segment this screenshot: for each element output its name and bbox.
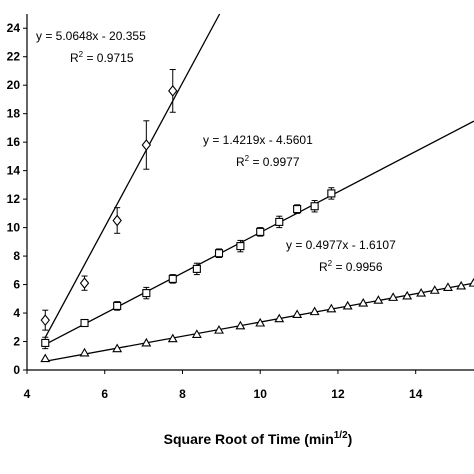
y-tick-label: 6 (13, 278, 20, 292)
data-point-square (113, 301, 122, 310)
x-axis-label: Square Root of Time (min1/2) (164, 430, 353, 447)
data-markers (40, 69, 474, 363)
data-point-triangle (468, 278, 474, 287)
r2-diamond: R2 = 0.9715 (70, 50, 134, 65)
data-point-diamond (40, 314, 50, 327)
data-point-triangle (342, 300, 353, 310)
data-point-square (236, 242, 245, 251)
r2-square: R2 = 0.9977 (236, 154, 300, 169)
data-point-triangle (309, 306, 320, 316)
x-tick-label: 10 (254, 387, 268, 401)
data-point-square (168, 274, 177, 283)
data-point-diamond (141, 139, 152, 151)
data-point-triangle (141, 337, 152, 347)
data-point-triangle (456, 280, 467, 290)
data-point-triangle (167, 333, 178, 343)
equation-diamond: y = 5.0648x - 20.355 (36, 29, 146, 43)
data-point-diamond (168, 85, 178, 97)
equation-triangle: y = 0.4977x - 1.6107 (286, 238, 396, 252)
y-tick-label: 16 (7, 135, 21, 149)
data-point-triangle (429, 285, 440, 294)
x-tick-label: 8 (179, 387, 186, 401)
data-point-triangle (79, 347, 90, 357)
data-point-diamond (79, 277, 90, 290)
equation-square: y = 1.4219x - 4.5601 (203, 133, 313, 147)
r2-triangle: R2 = 0.9956 (319, 259, 383, 274)
data-point-triangle (416, 287, 427, 297)
data-point-square (256, 227, 265, 236)
data-point-triangle (214, 325, 224, 334)
data-point-square (327, 189, 336, 198)
fit-line-diamond (44, 13, 221, 338)
data-point-square (293, 205, 302, 214)
data-point-square (142, 289, 151, 298)
data-point-triangle (255, 317, 266, 327)
y-tick-label: 0 (13, 363, 20, 377)
data-point-triangle (326, 303, 337, 313)
y-tick-label: 22 (7, 50, 21, 64)
data-point-triangle (358, 297, 369, 307)
data-point-triangle (373, 295, 384, 304)
data-point-triangle (292, 309, 303, 319)
y-tick-label: 10 (7, 221, 21, 235)
data-point-triangle (40, 353, 51, 363)
data-point-square (192, 264, 201, 273)
data-point-triangle (112, 343, 123, 353)
data-point-triangle (235, 320, 246, 330)
x-tick-label: 4 (24, 387, 31, 401)
data-point-square (310, 202, 319, 211)
y-tick-label: 14 (7, 164, 21, 178)
fit-lines (44, 13, 474, 362)
y-tick-label: 8 (13, 249, 20, 263)
y-tick-label: 18 (7, 107, 21, 121)
data-point-triangle (191, 329, 202, 338)
y-tick-label: 12 (7, 192, 21, 206)
data-point-square (41, 338, 50, 347)
x-ticks: 4 6 8 10 12 14 (24, 370, 423, 401)
y-tick-label: 2 (13, 335, 20, 349)
data-point-triangle (388, 292, 399, 301)
data-point-triangle (402, 290, 413, 300)
y-tick-label: 20 (7, 78, 21, 92)
data-point-square (214, 249, 224, 258)
y-tick-label: 4 (13, 306, 20, 320)
data-point-triangle (274, 313, 285, 323)
x-tick-label: 12 (331, 387, 345, 401)
data-point-triangle (443, 282, 453, 291)
data-point-square (80, 318, 89, 328)
data-point-square (275, 217, 284, 226)
x-tick-label: 6 (101, 387, 108, 401)
x-tick-label: 14 (409, 387, 423, 401)
data-point-diamond (112, 214, 122, 227)
y-tick-label: 24 (7, 21, 21, 35)
